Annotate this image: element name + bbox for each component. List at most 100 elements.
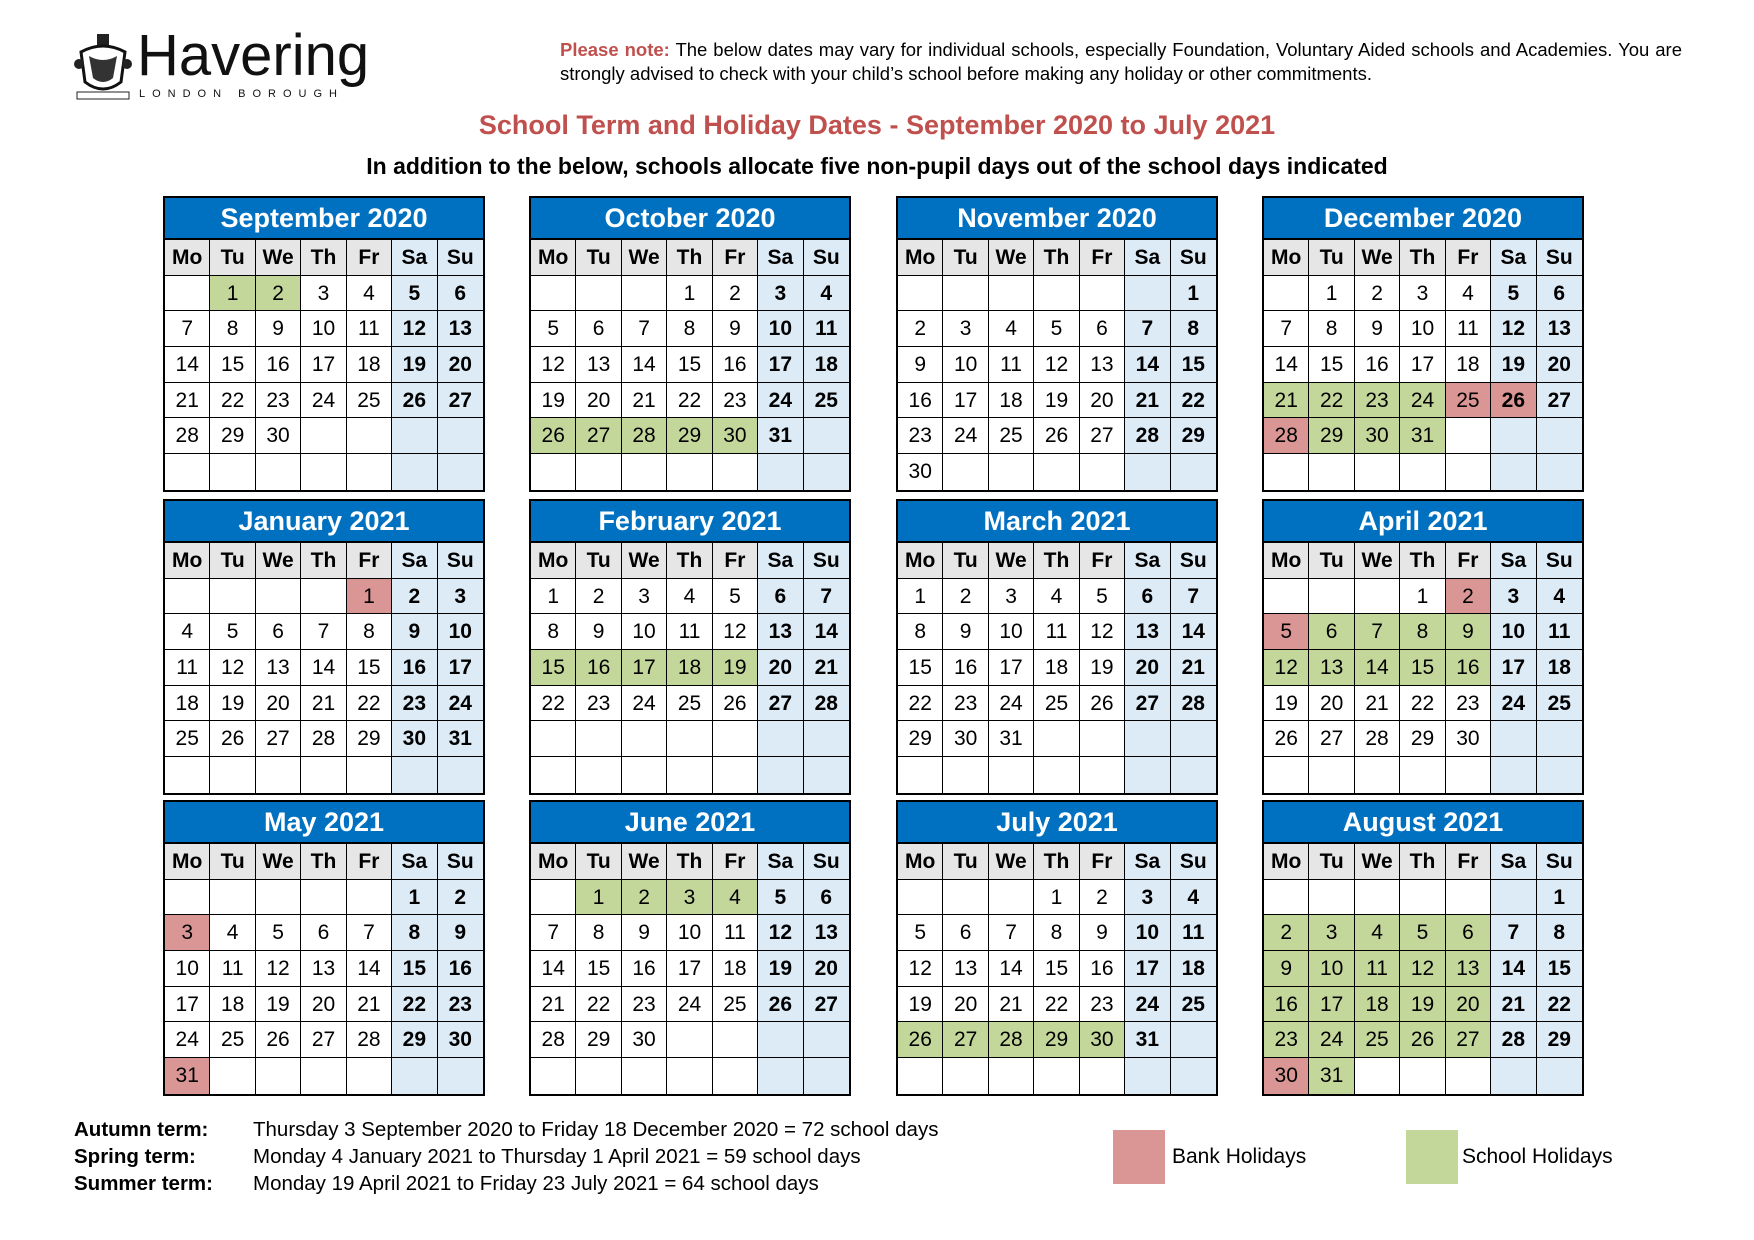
day-cell: 15 [392, 951, 438, 987]
day-cell: 13 [576, 347, 622, 383]
day-cell: 23 [576, 685, 622, 722]
day-cell: 3 [1309, 915, 1355, 952]
day-cell: 19 [1400, 986, 1446, 1023]
day-cell: 23 [392, 685, 438, 722]
day-cell: 19 [255, 986, 302, 1023]
weekday-header: We [1354, 240, 1401, 276]
term-label: Summer term: [74, 1172, 213, 1195]
day-cell: 22 [1536, 986, 1582, 1023]
empty-cell [256, 1058, 302, 1094]
day-cell: 6 [255, 614, 302, 651]
empty-cell [165, 454, 211, 490]
day-cell: 20 [1445, 986, 1492, 1023]
day-cell: 30 [1079, 1022, 1126, 1059]
day-cell: 23 [255, 382, 302, 419]
day-cell: 23 [1445, 685, 1492, 722]
empty-cell [622, 757, 668, 793]
weekday-header: Th [1400, 240, 1446, 276]
day-cell: 11 [803, 311, 849, 348]
day-cell: 13 [943, 951, 989, 987]
weekday-header: Tu [210, 844, 256, 880]
day-cell: 11 [1034, 614, 1080, 651]
weekday-header: Tu [943, 240, 989, 276]
day-cell: 19 [392, 347, 438, 383]
empty-cell [1445, 879, 1492, 916]
day-cell: 26 [1264, 721, 1310, 758]
weekday-header: Sa [1125, 844, 1171, 880]
empty-cell [210, 1058, 256, 1094]
day-cell: 22 [898, 685, 944, 722]
empty-cell [255, 879, 302, 916]
day-cell: 13 [255, 650, 302, 686]
day-cell: 17 [1309, 986, 1355, 1023]
weekday-header: Fr [346, 844, 393, 880]
day-cell: 31 [1125, 1022, 1171, 1059]
day-cell: 7 [301, 614, 347, 651]
day-cell: 26 [255, 1022, 302, 1059]
day-cell: 5 [1034, 311, 1080, 348]
weekday-header: We [988, 543, 1035, 579]
empty-cell [1125, 275, 1171, 312]
month-calendar: February 2021 Mo Tu We Th Fr Sa Su 1 2 3 4 5 6 7 8 9 10 11… [529, 499, 851, 795]
empty-cell [1080, 1058, 1126, 1094]
day-cell: 30 [392, 721, 438, 758]
day-cell: 7 [988, 915, 1035, 952]
day-cell: 28 [1354, 721, 1401, 758]
day-cell: 29 [1170, 418, 1216, 455]
day-cell: 7 [621, 311, 668, 348]
day-cell: 22 [1400, 685, 1446, 722]
day-cell: 29 [667, 418, 713, 455]
empty-cell [943, 1058, 989, 1094]
day-cell: 12 [255, 951, 302, 987]
day-cell: 8 [667, 311, 713, 348]
day-cell: 11 [988, 347, 1035, 383]
day-cell: 11 [1354, 951, 1401, 987]
empty-cell [988, 275, 1035, 312]
day-cell: 28 [531, 1022, 577, 1059]
day-cell: 28 [1264, 418, 1310, 455]
term-dates-text: Thursday 3 September 2020 to Friday 18 D… [253, 1118, 939, 1141]
day-cell: 24 [988, 685, 1035, 722]
day-cell: 1 [1170, 275, 1216, 312]
day-cell: 3 [301, 275, 347, 312]
day-cell: 1 [531, 578, 577, 615]
day-cell: 16 [1354, 347, 1401, 383]
weekday-header: Su [1170, 240, 1216, 276]
day-cell: 16 [1445, 650, 1492, 686]
day-cell: 9 [392, 614, 438, 651]
day-cell: 21 [531, 986, 577, 1023]
day-cell: 5 [531, 311, 577, 348]
empty-cell [1536, 1058, 1582, 1094]
day-cell: 14 [531, 951, 577, 987]
empty-cell [210, 578, 256, 615]
day-cell: 12 [758, 915, 804, 952]
day-cell: 2 [437, 879, 483, 916]
empty-cell [210, 879, 256, 916]
day-cell: 3 [1491, 578, 1537, 615]
day-cell: 3 [667, 879, 713, 916]
weekday-header: Su [437, 844, 483, 880]
day-cell: 25 [1170, 986, 1216, 1023]
day-cell: 1 [210, 275, 256, 312]
empty-cell [1080, 454, 1126, 490]
day-cell: 26 [531, 418, 577, 455]
empty-cell [803, 1058, 849, 1094]
day-cell: 24 [1125, 986, 1171, 1023]
day-cell: 28 [1170, 685, 1216, 722]
day-cell: 28 [621, 418, 668, 455]
weekday-header: Th [1034, 844, 1080, 880]
day-cell: 21 [346, 986, 393, 1023]
day-cell: 2 [392, 578, 438, 615]
day-cell: 19 [1264, 685, 1310, 722]
day-cell: 13 [758, 614, 804, 651]
empty-cell [1491, 757, 1537, 793]
empty-cell [1491, 454, 1537, 490]
empty-cell [255, 578, 302, 615]
day-cell: 4 [1536, 578, 1582, 615]
weekday-header: Sa [758, 543, 804, 579]
empty-cell [1079, 275, 1126, 312]
day-cell: 29 [1309, 418, 1355, 455]
weekday-header: Su [437, 240, 483, 276]
day-cell: 17 [437, 650, 483, 686]
weekday-header: Mo [165, 240, 211, 276]
